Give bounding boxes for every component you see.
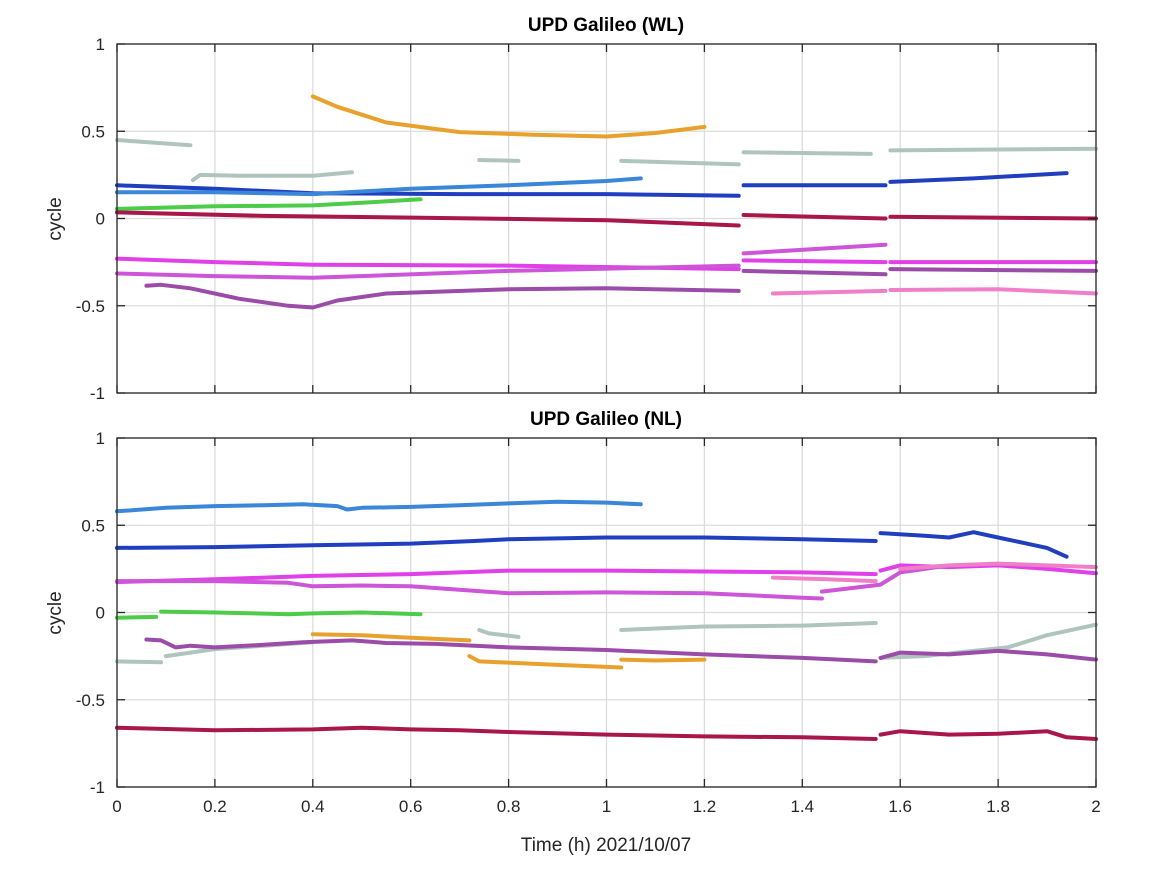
wl-series-line-magenta: [741, 258, 888, 265]
nl-series-line-green: [159, 609, 423, 617]
nl-series-line-purple: [144, 637, 878, 664]
nl-series-line-orange: [619, 657, 707, 663]
nl-y-tick-label: 1: [96, 429, 105, 448]
nl-series-line-royal_blue: [878, 530, 1069, 559]
nl-y-tick-label: 0.5: [81, 516, 105, 535]
wl-series-line-royal_blue: [888, 171, 1069, 184]
nl-x-tick-label: 1: [602, 797, 611, 816]
wl-series-line-crimson: [888, 214, 1098, 221]
wl-y-tick-label: -1: [90, 384, 105, 403]
wl-series-line-crimson: [741, 213, 888, 221]
nl-x-tick-label: 0: [112, 797, 121, 816]
nl-series-line-crimson: [878, 729, 1098, 741]
nl-series-line-magenta: [115, 568, 878, 584]
nl-x-tick-label: 1.6: [888, 797, 912, 816]
nl-y-axis-label: cycle: [45, 591, 66, 634]
nl-x-tick-label: 1.8: [986, 797, 1010, 816]
nl-x-tick-label: 1.4: [790, 797, 814, 816]
wl-series-line-gray: [115, 138, 193, 148]
wl-panel: UPD Galileo (WL) cycle -1 -0.5 0 0.5 1: [45, 15, 1098, 403]
wl-series-line-violet_pink: [741, 242, 888, 256]
nl-x-tick-label: 2: [1091, 797, 1100, 816]
nl-series-line-orange: [467, 654, 624, 670]
wl-y-axis-label: cycle: [45, 197, 66, 240]
wl-series-line-sky_blue: [115, 176, 643, 197]
nl-y-tick-label: -0.5: [76, 691, 105, 710]
wl-series-line-gray: [888, 146, 1098, 153]
wl-series-line-violet_pink: [115, 263, 741, 280]
nl-series-line-gray: [619, 621, 878, 632]
nl-x-tick-label: 0.8: [497, 797, 521, 816]
nl-series-line-violet_pink: [819, 563, 952, 594]
x-axis-label: Time (h) 2021/10/07: [521, 835, 691, 856]
wl-y-tick-label: 1: [96, 35, 105, 54]
nl-x-tick-label: 0.4: [301, 797, 325, 816]
nl-series-line-pink: [898, 561, 1098, 571]
wl-series-line-gray: [741, 150, 873, 156]
nl-x-tick-label: 1.2: [693, 797, 717, 816]
wl-y-tick-label: 0.5: [81, 122, 105, 141]
wl-plot-area: -1 -0.5 0 0.5 1: [76, 35, 1098, 403]
nl-series-line-pink: [770, 575, 878, 584]
nl-panel: UPD Galileo (NL) cycle 0 0.2 0.4 0.6 0.8 1 1.2…: [45, 409, 1101, 816]
nl-x-tick-label: 0.6: [399, 797, 423, 816]
nl-chart-title: UPD Galileo (NL): [530, 409, 682, 430]
wl-y-tick-label: 0: [96, 210, 105, 229]
nl-series-line-gray: [477, 628, 521, 639]
nl-series-line-violet_pink: [115, 579, 824, 601]
nl-y-tick-label: 0: [96, 604, 105, 623]
nl-series-line-orange: [310, 632, 472, 643]
nl-series-line-purple: [878, 648, 1098, 662]
wl-series-line-gray: [190, 170, 354, 183]
nl-series-line-sky_blue: [115, 499, 643, 514]
wl-series-line-pink: [888, 287, 1098, 296]
wl-series-line-purple: [888, 267, 1098, 273]
wl-y-tick-label: -0.5: [76, 297, 105, 316]
nl-plot-area: 0 0.2 0.4 0.6 0.8 1 1.2 1.4 1.6 1.8 2 -1 -0.5 0 0.5 1: [76, 429, 1101, 816]
wl-series-line-purple: [741, 268, 888, 277]
wl-series-line-magenta: [115, 256, 741, 272]
wl-series-line-crimson: [115, 210, 741, 228]
nl-series-line-crimson: [115, 725, 878, 741]
wl-series-line-orange: [310, 94, 707, 139]
nl-x-tick-label: 0.2: [203, 797, 227, 816]
wl-series-line-purple: [144, 282, 741, 310]
nl-y-tick-label: -1: [90, 778, 105, 797]
nl-series-line-gray: [115, 659, 164, 665]
wl-series-line-royal_blue: [115, 183, 741, 198]
nl-series-line-royal_blue: [115, 535, 878, 550]
wl-series-line-pink: [770, 288, 888, 296]
nl-series-line-green: [115, 614, 159, 620]
wl-series-line-gray: [477, 158, 521, 163]
wl-chart-title: UPD Galileo (WL): [528, 15, 684, 36]
wl-series-line-gray: [619, 158, 741, 167]
nl-series-line-gray: [878, 622, 1098, 660]
wl-series-line-green: [115, 197, 423, 211]
